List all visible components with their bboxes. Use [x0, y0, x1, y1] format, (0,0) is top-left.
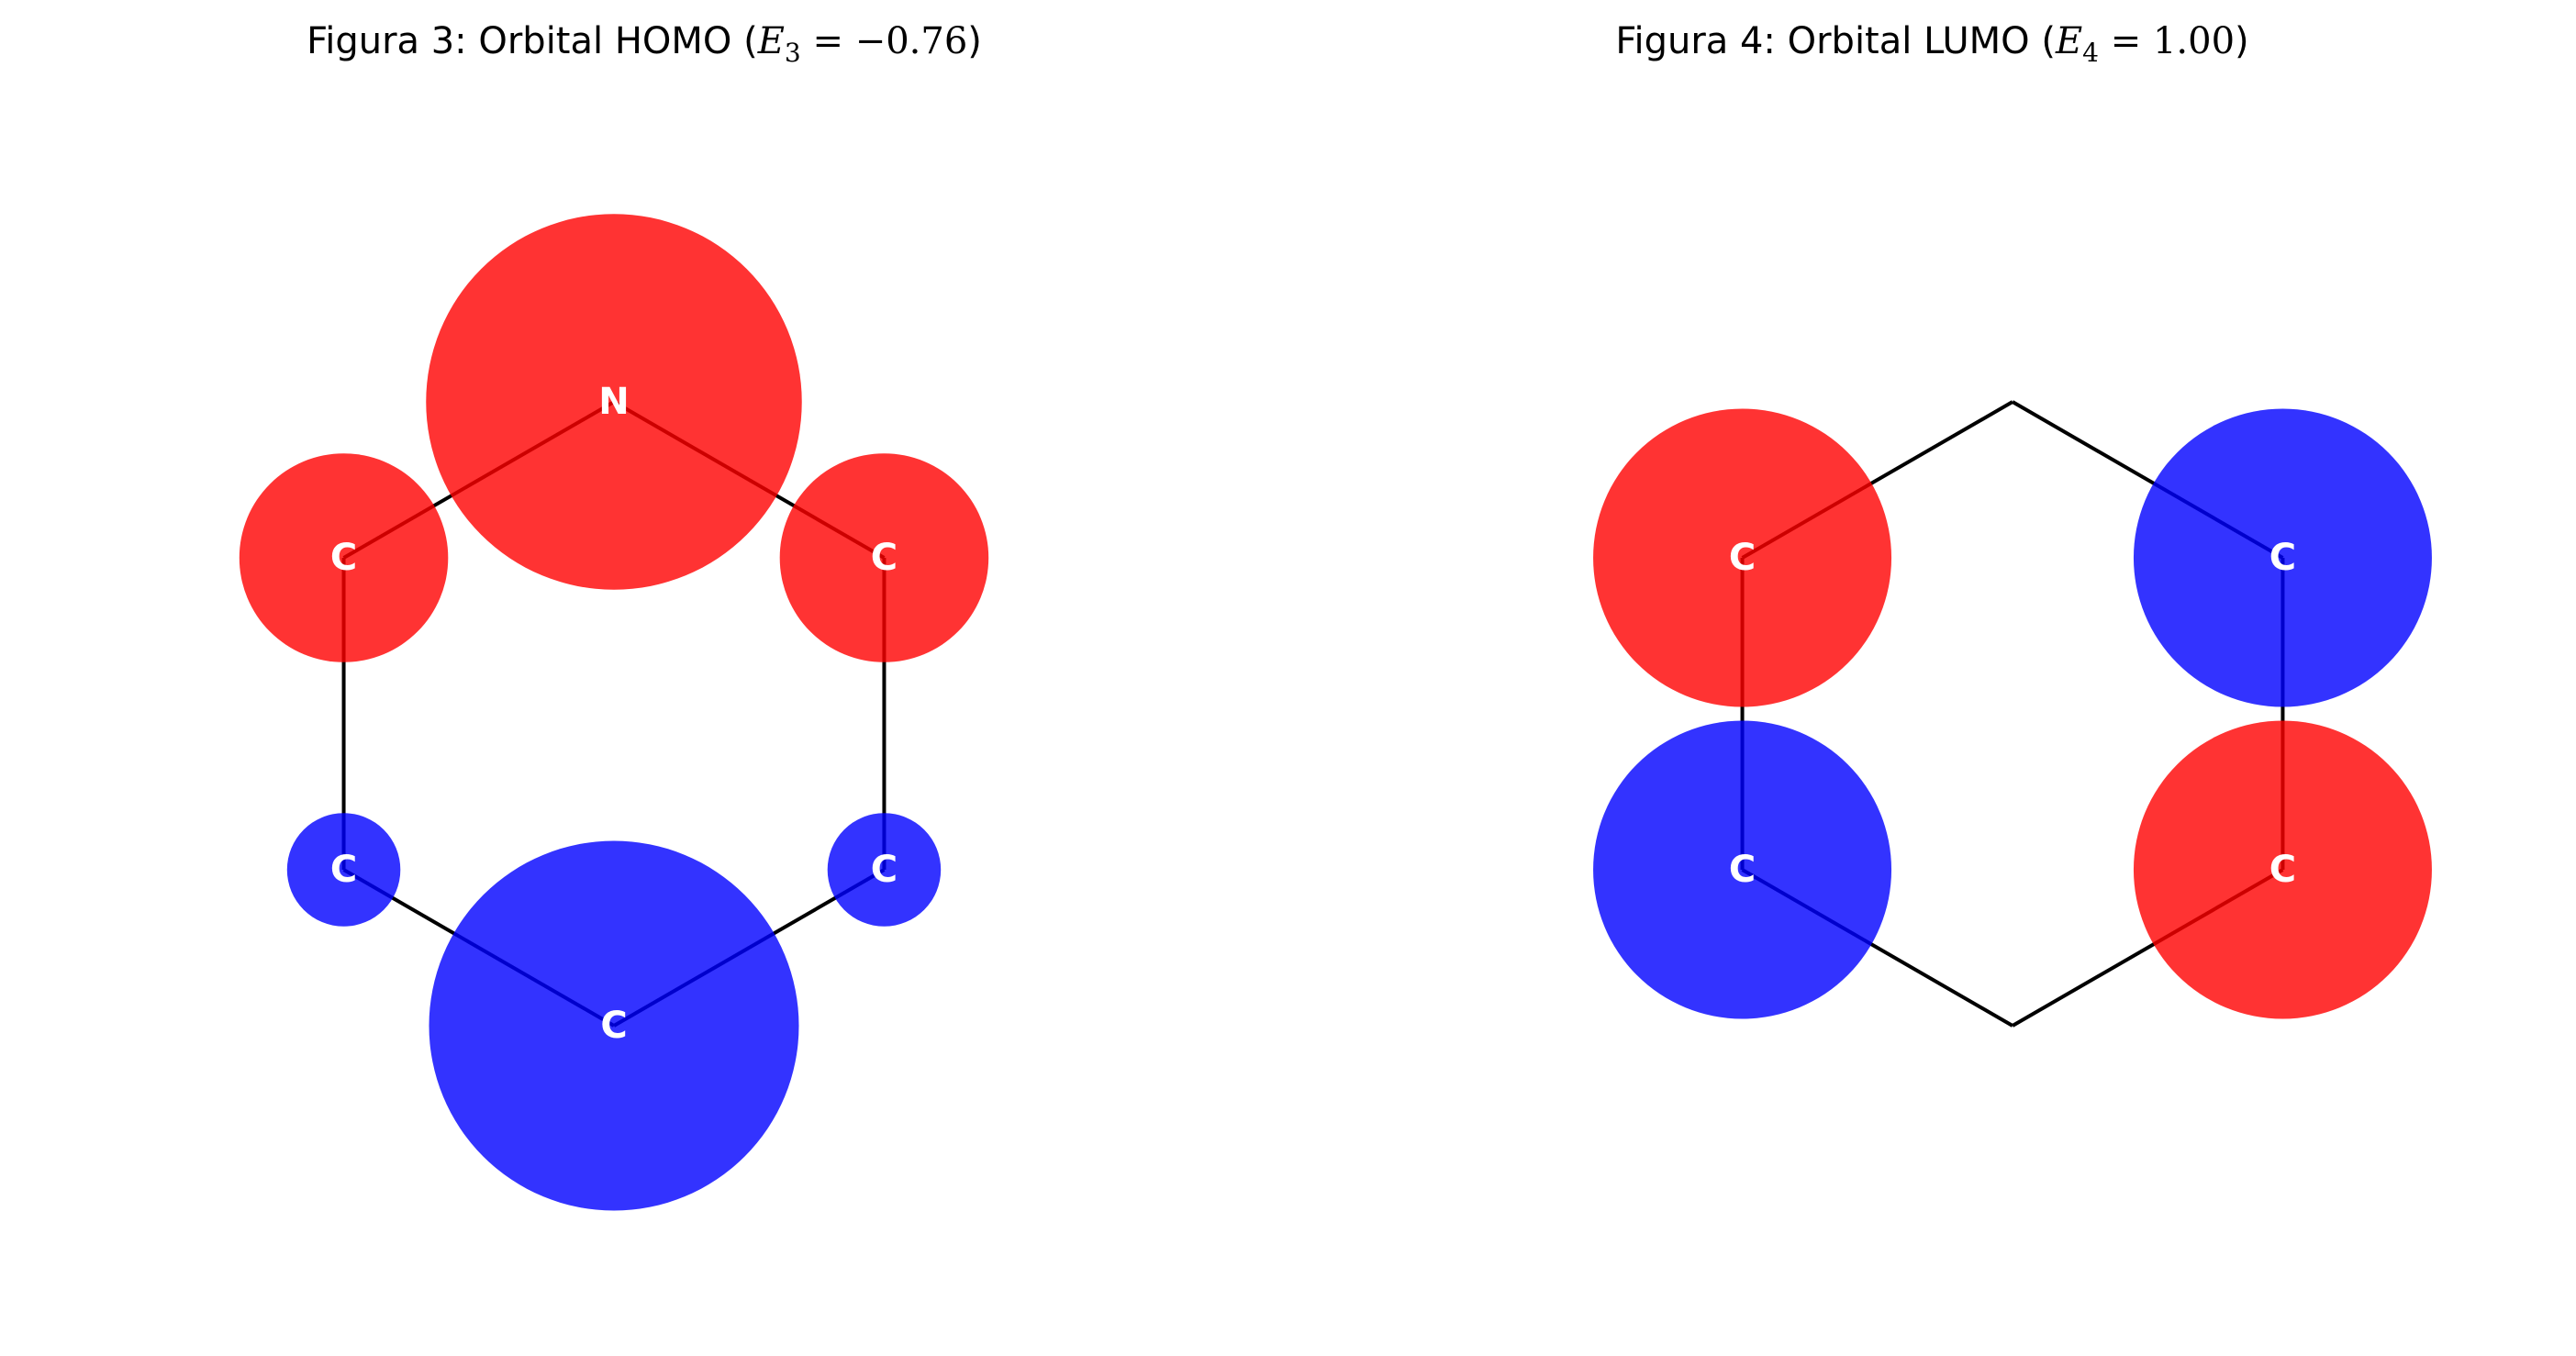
homo-atom-label: C — [600, 1005, 627, 1047]
lumo-energy-value: 1.00 — [2152, 20, 2236, 62]
lumo-title: Figura 4: Orbital LUMO (E4 = 1.00) — [1288, 20, 2576, 68]
lumo-atom-label: C — [2269, 849, 2296, 891]
lumo-orbital-lobe-negative — [2133, 408, 2432, 707]
homo-energy-symbol: E — [757, 20, 785, 62]
lumo-atom-label: C — [1729, 849, 1756, 891]
homo-atom-label: C — [330, 849, 357, 891]
lumo-energy-index: 4 — [2082, 38, 2099, 68]
homo-atom-label: C — [871, 849, 898, 891]
homo-orbital-lobe-positive — [426, 214, 802, 590]
homo-orbital-lobe-positive — [239, 453, 449, 662]
lumo-title-prefix: Figura 4: Orbital LUMO ( — [1615, 20, 2056, 62]
homo-orbital-lobe-positive — [779, 453, 989, 662]
lumo-atom-label: C — [2269, 537, 2296, 579]
homo-atom-label: C — [871, 537, 898, 579]
homo-orbital-lobe-negative — [429, 840, 799, 1211]
homo-title-prefix: Figura 3: Orbital HOMO ( — [307, 20, 758, 62]
homo-molecule-diagram: N C C C C C — [239, 214, 989, 1211]
homo-title: Figura 3: Orbital HOMO (E3 = −0.76) — [0, 20, 1288, 68]
homo-atom-label: N — [598, 381, 629, 423]
lumo-energy-symbol: E — [2055, 20, 2083, 62]
lumo-molecule-diagram: C C C C — [1593, 400, 2432, 1028]
lumo-orbital-lobe-negative — [1593, 720, 1892, 1019]
homo-energy-value: −0.76 — [854, 20, 968, 62]
lumo-equals: = — [2099, 20, 2153, 62]
homo-figure: Figura 3: Orbital HOMO (E3 = −0.76) N C C C… — [0, 20, 1288, 1211]
lumo-orbital-lobe-positive — [2133, 720, 2432, 1019]
homo-title-suffix: ) — [967, 20, 982, 62]
lumo-figure: Figura 4: Orbital LUMO (E4 = 1.00) C C C C — [1288, 0, 2576, 1356]
lumo-title-suffix: ) — [2235, 20, 2249, 62]
homo-energy-index: 3 — [784, 38, 801, 68]
homo-orbital-lobe-negative — [286, 813, 401, 927]
lumo-atom-label: C — [1729, 537, 1756, 579]
homo-equals: = — [800, 20, 855, 62]
homo-orbital-lobe-negative — [827, 813, 942, 927]
lumo-orbital-lobe-positive — [1593, 408, 1892, 707]
homo-atom-label: C — [330, 537, 357, 579]
